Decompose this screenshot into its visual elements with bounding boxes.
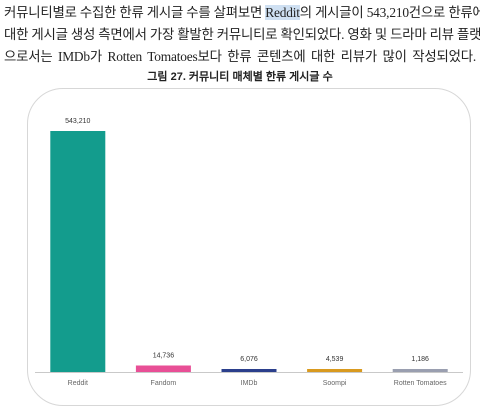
- category-label: Fandom: [151, 380, 177, 387]
- value-label: 1,186: [411, 356, 429, 363]
- intro-paragraph: 커뮤니티별로 수집한 한류 게시글 수를 살펴보면 Reddit의 게시글이 5…: [4, 2, 480, 68]
- paragraph-line-1: 커뮤니티별로 수집한 한류 게시글 수를 살펴보면 Reddit의 게시글이 5…: [4, 2, 480, 24]
- value-label: 6,076: [240, 356, 258, 363]
- figure-caption: 그림 27. 커뮤니티 매체별 한류 게시글 수: [147, 71, 333, 83]
- category-label: Soompi: [323, 380, 347, 387]
- paragraph-line-1-after: 의 게시글이 543,210건으로 한류에: [299, 5, 480, 20]
- paragraph-line-3: 으로서는 IMDb가 Rotten Tomatoes보다 한류 콘텐츠에 대한 …: [4, 49, 476, 64]
- category-label: IMDb: [241, 380, 258, 387]
- value-label: 14,736: [153, 353, 175, 360]
- value-label: 543,210: [65, 118, 90, 125]
- bar-imdb: [221, 369, 277, 372]
- bar-chart: 543,210 14,736 6,076 4,539 1,186 Reddit Fando…: [35, 118, 463, 387]
- bar-fandom: [135, 365, 191, 372]
- value-label: 4,539: [326, 356, 344, 363]
- value-labels-layer: 543,210 14,736 6,076 4,539 1,186: [65, 118, 429, 363]
- paragraph-line-1-before: 커뮤니티별로 수집한 한류 게시글 수를 살펴보면: [4, 5, 266, 20]
- highlighted-word: Reddit: [265, 5, 300, 20]
- bar-reddit: [50, 131, 106, 372]
- bar-rotten-tomatoes: [392, 369, 448, 372]
- category-labels-layer: Reddit Fandom IMDb Soompi Rotten Tomatoes: [68, 380, 447, 387]
- category-label: Rotten Tomatoes: [394, 380, 447, 387]
- paragraph-line-2: 대한 게시글 생성 측면에서 가장 활발한 커뮤니티로 확인되었다. 영화 및 …: [4, 27, 480, 42]
- bar-soompi: [307, 369, 363, 372]
- bars-layer: [50, 131, 448, 372]
- category-label: Reddit: [68, 380, 88, 387]
